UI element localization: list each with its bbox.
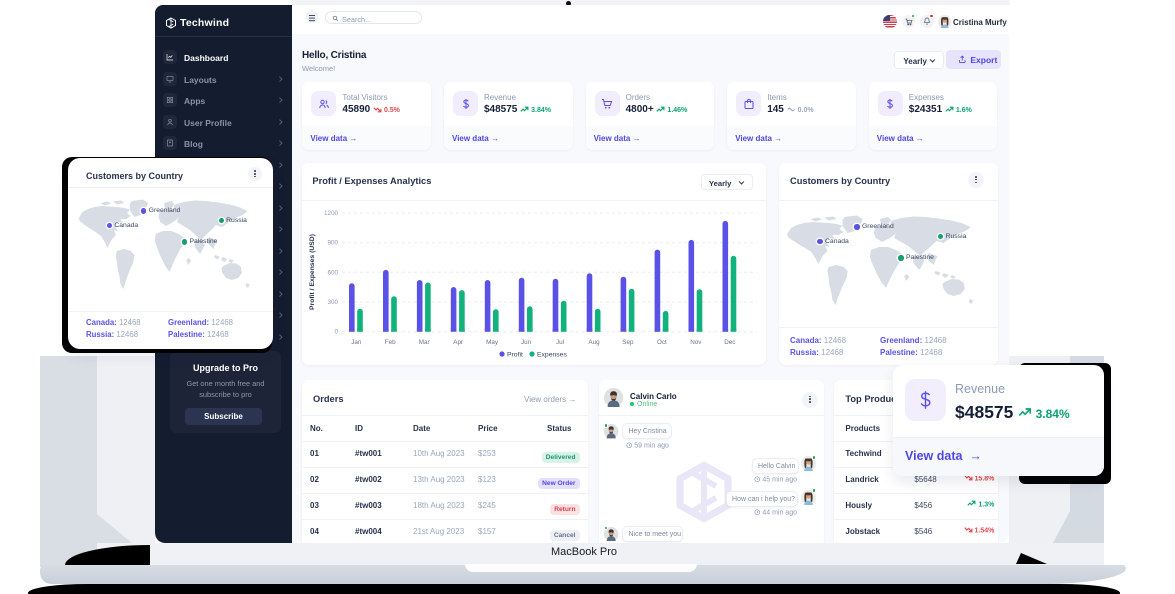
svg-text:Jun: Jun — [521, 339, 532, 346]
svg-text:0: 0 — [335, 329, 339, 336]
svg-text:Profit: Profit — [507, 352, 523, 359]
svg-text:300: 300 — [328, 299, 339, 306]
svg-text:600: 600 — [328, 269, 339, 276]
svg-text:1200: 1200 — [324, 210, 339, 217]
svg-text:Expenses: Expenses — [537, 352, 567, 359]
svg-text:Nov: Nov — [691, 339, 703, 346]
svg-text:Feb: Feb — [385, 339, 396, 346]
svg-text:Mar: Mar — [419, 339, 430, 346]
svg-text:Jul: Jul — [556, 339, 564, 346]
svg-text:Jan: Jan — [352, 339, 363, 346]
svg-text:Oct: Oct — [657, 339, 667, 346]
svg-text:Profit / Expenses (USD): Profit / Expenses (USD) — [309, 234, 316, 310]
svg-text:May: May — [487, 339, 500, 346]
svg-text:900: 900 — [328, 240, 339, 247]
svg-text:Dec: Dec — [725, 339, 736, 346]
svg-text:Sep: Sep — [623, 339, 635, 346]
svg-text:Apr: Apr — [454, 339, 464, 346]
svg-text:Aug: Aug — [589, 339, 601, 346]
